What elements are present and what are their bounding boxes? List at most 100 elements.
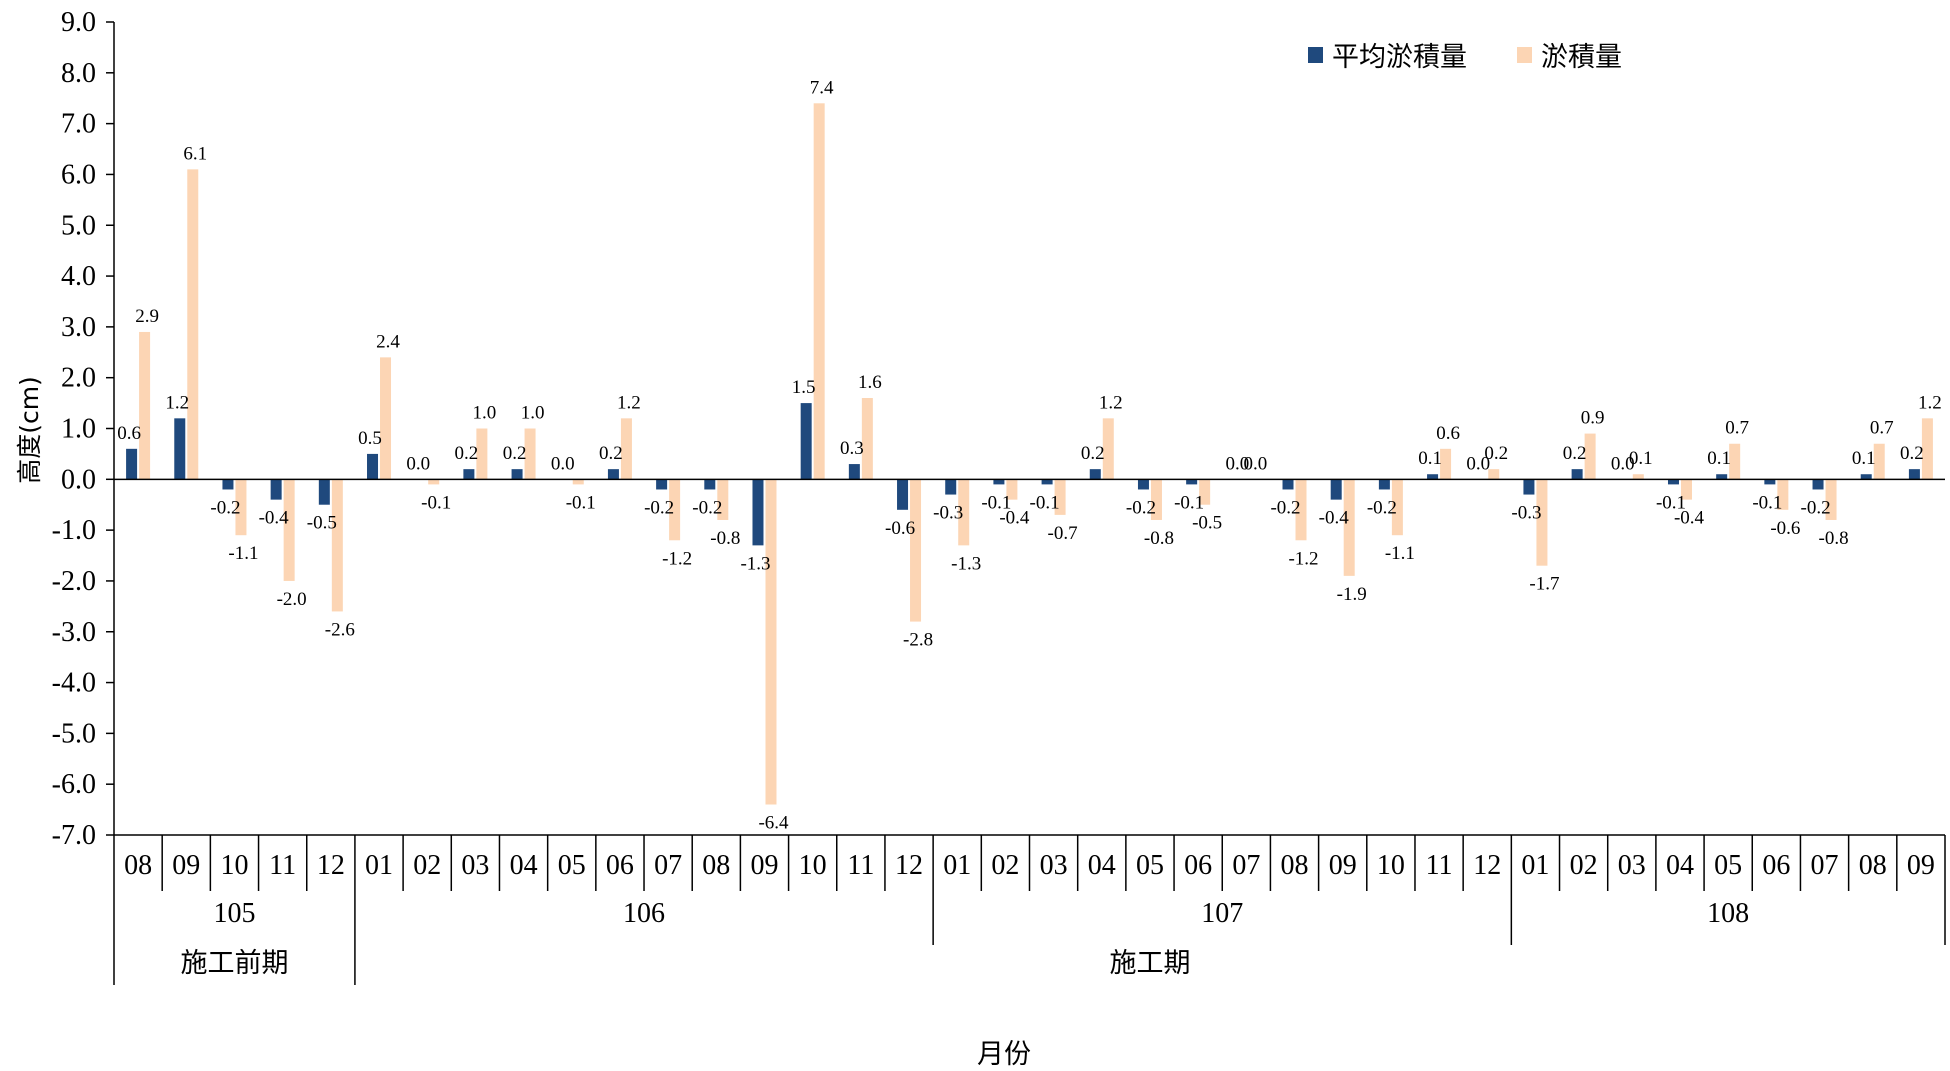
bar-average [222, 479, 233, 489]
y-tick-label: 3.0 [61, 312, 96, 343]
data-label-average: -0.3 [933, 503, 963, 524]
y-tick-label: -6.0 [52, 769, 96, 800]
month-label: 11 [1426, 850, 1453, 881]
month-label: 04 [1088, 850, 1116, 881]
data-label-sedimentation: -1.2 [1288, 548, 1318, 569]
legend-label-average: 平均淤積量 [1332, 42, 1467, 73]
data-label-sedimentation: -0.5 [1192, 513, 1222, 534]
data-label-average: 0.2 [1900, 443, 1924, 464]
bar-average [1331, 479, 1342, 499]
y-tick-label: -7.0 [52, 820, 96, 851]
data-label-sedimentation: 0.6 [1436, 423, 1460, 444]
year-label: 105 [213, 898, 255, 929]
month-label: 10 [220, 850, 248, 881]
data-label-sedimentation: -1.1 [1385, 543, 1415, 564]
bar-average [1427, 474, 1438, 479]
bar-average [1716, 474, 1727, 479]
month-label: 09 [1907, 850, 1935, 881]
data-label-average: 0.2 [503, 443, 527, 464]
data-label-sedimentation: -1.1 [228, 543, 258, 564]
data-label-sedimentation: -1.3 [951, 553, 981, 574]
data-label-average: -1.3 [740, 553, 770, 574]
data-label-average: -0.2 [210, 497, 240, 518]
month-label: 11 [269, 850, 296, 881]
legend: 平均淤積量 淤積量 [1308, 42, 1622, 73]
month-label: 08 [1859, 850, 1887, 881]
data-label-average: -0.1 [1752, 492, 1782, 513]
axes-group: 9.0 8.0 7.0 6.0 5.0 4.0 3.0 2.0 1.0 0.0 -1.0 -2.0 -3… [52, 7, 1945, 851]
bar-sedimentation [380, 357, 391, 479]
month-label: 04 [510, 850, 538, 881]
data-label-average: 0.0 [551, 453, 575, 474]
data-label-sedimentation: -1.9 [1337, 584, 1367, 605]
data-label-sedimentation: 0.2 [1484, 443, 1508, 464]
y-tick-label: 8.0 [61, 58, 96, 89]
month-label: 11 [847, 850, 874, 881]
y-axis-title: 高度(cm) [15, 376, 44, 484]
month-label: 09 [172, 850, 200, 881]
month-label: 08 [702, 850, 730, 881]
bar-average [1379, 479, 1390, 489]
bar-average [897, 479, 908, 509]
data-label-sedimentation: -0.7 [1048, 523, 1078, 544]
y-tick-label: 7.0 [61, 109, 96, 140]
y-tick-label: 1.0 [61, 414, 96, 445]
month-label: 09 [1329, 850, 1357, 881]
data-label-sedimentation: 2.9 [135, 306, 159, 327]
data-label-average: 1.5 [792, 377, 816, 398]
bar-average [752, 479, 763, 545]
data-label-sedimentation: 7.4 [810, 77, 834, 98]
bar-sedimentation [814, 103, 825, 479]
data-label-average: -0.2 [1126, 497, 1156, 518]
category-axis-group: 08 09 10 11 12 01 02 03 04 05 06 07 08 09 10 11 12 01 02 03… [114, 835, 1945, 985]
bar-average [1861, 474, 1872, 479]
data-label-sedimentation: -0.4 [1674, 508, 1705, 529]
y-tick-label: 5.0 [61, 210, 96, 241]
bar-average [512, 469, 523, 479]
data-label-sedimentation: 1.0 [473, 403, 497, 424]
data-label-sedimentation: -0.1 [566, 492, 596, 513]
bar-average [367, 454, 378, 479]
month-label: 03 [461, 850, 489, 881]
bar-sedimentation [139, 332, 150, 479]
year-label: 107 [1201, 898, 1243, 929]
data-label-sedimentation: 2.4 [376, 331, 400, 352]
data-label-sedimentation: -2.8 [903, 630, 933, 651]
bar-average [1572, 469, 1583, 479]
month-label: 07 [1811, 850, 1839, 881]
month-label: 12 [1473, 850, 1501, 881]
bar-average [993, 479, 1004, 484]
data-label-average: 0.6 [117, 423, 141, 444]
legend-swatch-sedimentation [1517, 47, 1532, 63]
data-label-average: 0.2 [599, 443, 623, 464]
bar-average [126, 449, 137, 479]
month-label: 01 [1521, 850, 1549, 881]
legend-label-sedimentation: 淤積量 [1541, 42, 1622, 73]
bar-average [608, 469, 619, 479]
data-label-average: 1.2 [165, 392, 189, 413]
bar-sedimentation [573, 479, 584, 484]
bar-sedimentation [428, 479, 439, 484]
month-label: 08 [124, 850, 152, 881]
period-label: 施工期 [1109, 948, 1190, 979]
bar-average [1523, 479, 1534, 494]
data-label-average: 0.2 [1081, 443, 1105, 464]
y-tick-label: 6.0 [61, 159, 96, 190]
data-label-sedimentation: -0.8 [1144, 528, 1174, 549]
bar-average [1138, 479, 1149, 489]
month-label: 02 [991, 850, 1019, 881]
bars-group [126, 103, 1933, 804]
y-tick-label: -3.0 [52, 617, 96, 648]
data-label-average: -0.2 [692, 497, 722, 518]
month-label: 12 [317, 850, 345, 881]
data-label-average: 0.1 [1707, 448, 1731, 469]
period-label: 施工前期 [180, 948, 288, 979]
data-label-average: -0.2 [1270, 497, 1300, 518]
data-label-sedimentation: 0.0 [1243, 453, 1267, 474]
y-tick-label: -1.0 [52, 515, 96, 546]
legend-swatch-average [1308, 47, 1323, 63]
bar-sedimentation [1633, 474, 1644, 479]
data-label-average: -0.4 [1319, 508, 1350, 529]
data-label-sedimentation: 1.2 [1918, 392, 1942, 413]
bar-average [1090, 469, 1101, 479]
